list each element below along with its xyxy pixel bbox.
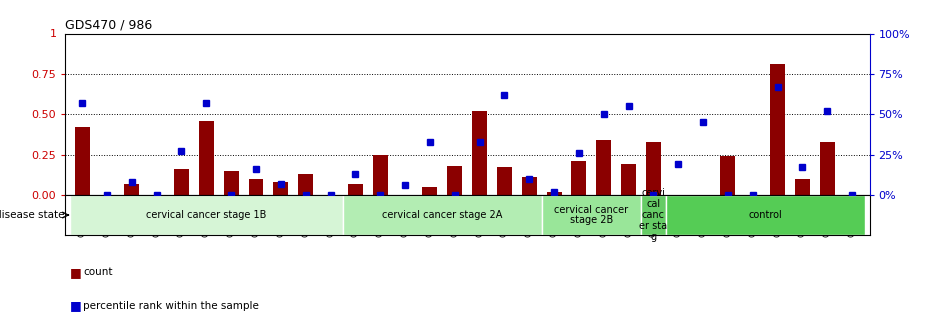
Text: percentile rank within the sample: percentile rank within the sample — [83, 301, 259, 311]
Bar — [542, 195, 641, 235]
Bar — [522, 177, 536, 195]
Text: GDS470 / 986: GDS470 / 986 — [65, 18, 152, 31]
Text: cervical cancer
stage 2B: cervical cancer stage 2B — [554, 205, 628, 225]
Bar — [69, 195, 343, 235]
Text: ■: ■ — [69, 299, 81, 312]
Bar — [274, 182, 289, 195]
Bar — [646, 142, 660, 195]
Bar — [174, 169, 189, 195]
Bar — [448, 166, 462, 195]
Bar — [124, 183, 140, 195]
Bar — [721, 156, 735, 195]
Bar — [820, 142, 834, 195]
Bar — [547, 192, 561, 195]
Bar — [343, 195, 542, 235]
Text: disease state: disease state — [0, 210, 65, 220]
Bar — [75, 127, 90, 195]
Bar — [641, 195, 666, 235]
Bar — [298, 174, 314, 195]
Bar — [771, 64, 785, 195]
Bar — [373, 155, 388, 195]
Bar — [497, 167, 512, 195]
Bar — [666, 195, 865, 235]
Text: count: count — [83, 267, 113, 277]
Bar — [472, 111, 487, 195]
Text: ■: ■ — [69, 266, 81, 279]
Bar — [621, 164, 636, 195]
Text: cervi
cal
canc
er sta
g: cervi cal canc er sta g — [639, 188, 668, 242]
Text: cervical cancer stage 1B: cervical cancer stage 1B — [146, 210, 266, 220]
Bar — [348, 183, 363, 195]
Text: 1: 1 — [50, 29, 56, 39]
Bar — [572, 161, 586, 195]
Text: control: control — [748, 210, 782, 220]
Text: cervical cancer stage 2A: cervical cancer stage 2A — [382, 210, 502, 220]
Bar — [597, 140, 611, 195]
Bar — [423, 187, 438, 195]
Bar — [249, 179, 264, 195]
Bar — [199, 121, 214, 195]
Bar — [795, 179, 810, 195]
Bar — [224, 171, 239, 195]
